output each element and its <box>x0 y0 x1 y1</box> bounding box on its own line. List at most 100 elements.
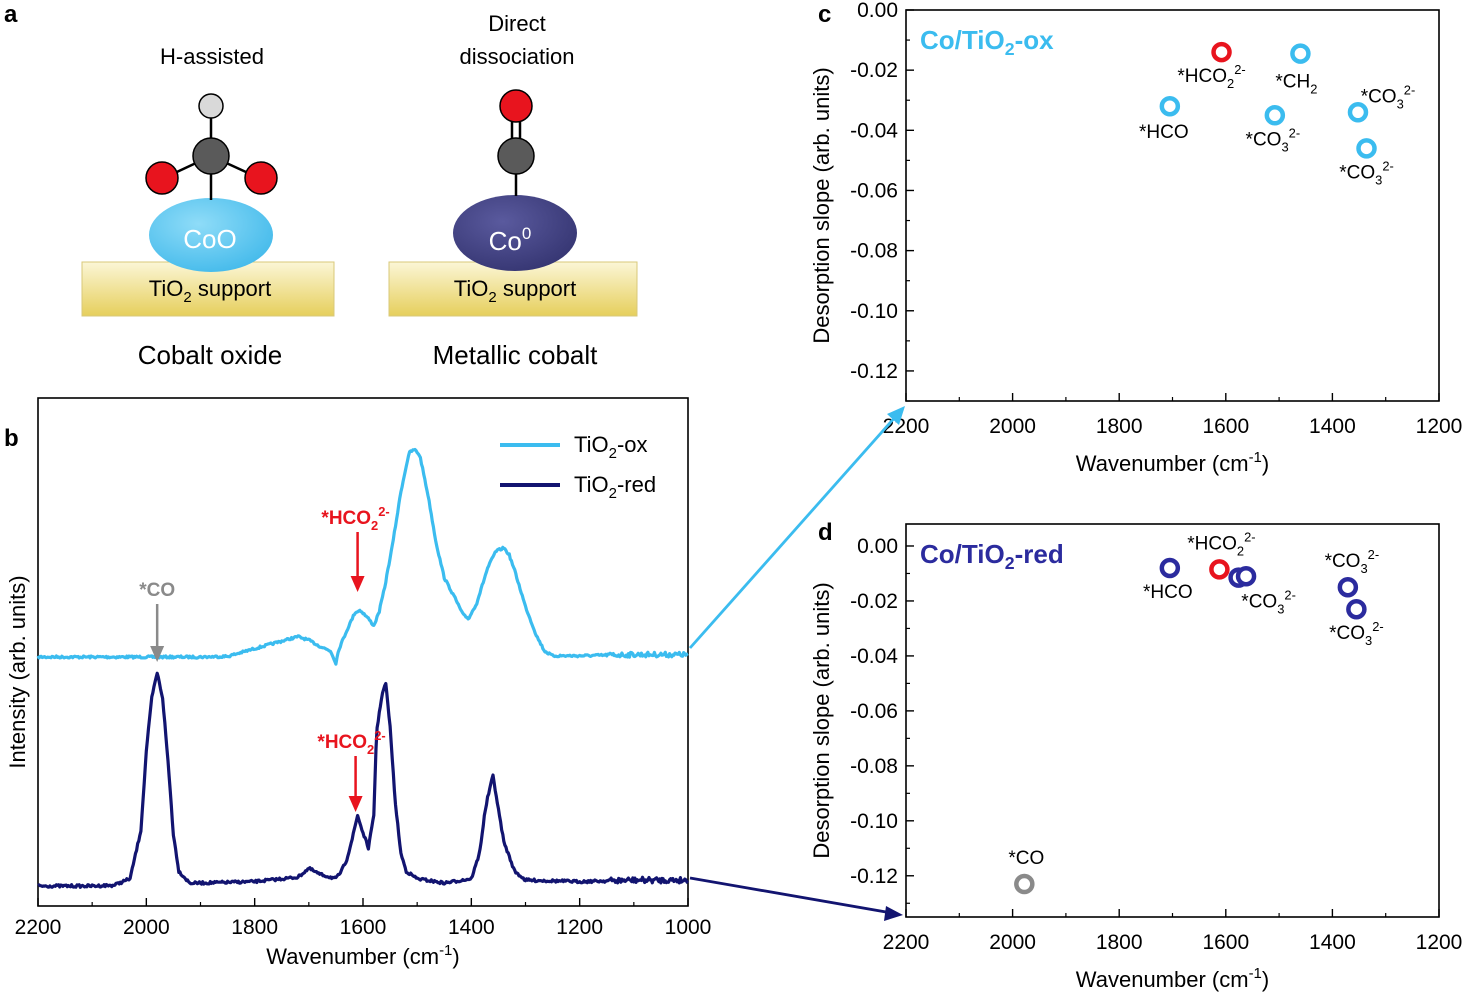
legend-label: TiO2-red <box>574 472 656 502</box>
data-point <box>1356 138 1377 159</box>
arrowhead-icon <box>884 906 903 921</box>
x-tick-label: 1800 <box>1096 415 1143 438</box>
connector-line-ox <box>688 414 899 649</box>
y-axis-label: Desorption slope (arb. units) <box>809 582 834 858</box>
x-tick-label: 1600 <box>1202 931 1249 954</box>
y-tick-label: 0.00 <box>857 535 898 558</box>
oxygen-atom-icon <box>499 89 533 123</box>
series-line-TiO2-ox <box>36 447 689 666</box>
x-tick-label: 1200 <box>1416 931 1463 954</box>
y-tick-label: -0.08 <box>850 755 898 778</box>
data-point <box>1159 557 1181 579</box>
panel-label-a: a <box>4 1 18 28</box>
data-point <box>1014 873 1035 895</box>
oxygen-atom-icon <box>145 161 179 195</box>
schematic-left: H-assisted TiO2 support CoO Cobalt oxide <box>81 44 335 370</box>
carbon-atom-icon <box>192 137 230 175</box>
x-tick-label: 1800 <box>1096 931 1143 954</box>
panel-label-b: b <box>4 425 19 452</box>
y-tick-label: -0.12 <box>850 360 898 383</box>
y-tick-label: 0.00 <box>857 0 898 22</box>
x-axis-label: Wavenumber (cm-1) <box>1076 965 1269 992</box>
coo-particle-label: CoO <box>183 224 236 254</box>
point-label: *HCO22- <box>1187 529 1255 558</box>
data-point <box>1159 95 1181 117</box>
legend-label: TiO2-ox <box>574 432 648 462</box>
x-tick-label: 2000 <box>989 931 1036 954</box>
plot-frame <box>905 9 1440 402</box>
point-label: *HCO <box>1143 582 1193 603</box>
y-tick-label: -0.12 <box>850 865 898 888</box>
x-tick-label: 1600 <box>1202 415 1249 438</box>
x-tick-label: 2000 <box>123 916 170 939</box>
annotation-co: *CO <box>139 580 175 601</box>
mechanism-label-right-line2: dissociation <box>460 44 575 69</box>
arrowhead-icon <box>887 406 905 425</box>
data-point <box>1264 105 1286 126</box>
x-tick-label: 2200 <box>15 916 62 939</box>
connector-line-red <box>689 876 893 915</box>
panel-d-chart: 2200 2000 1800 1600 1400 1200 0.00 -0.02 -0.04 -0… <box>809 523 1463 992</box>
y-tick-label: -0.06 <box>850 179 898 202</box>
x-tick-label: 1000 <box>665 916 712 939</box>
point-label: *CO <box>1008 848 1044 869</box>
y-tick-label: -0.10 <box>850 300 898 323</box>
panel-c-chart: 2200 2000 1800 1600 1400 1200 0.00 -0.02 -0.04 -0… <box>809 0 1462 476</box>
panel-label-d: d <box>818 519 833 546</box>
arrowhead-icon <box>350 576 365 592</box>
x-tick-label: 1200 <box>1416 415 1463 438</box>
chart-title: Co/TiO2-red <box>920 539 1064 573</box>
data-point <box>1337 576 1359 598</box>
schematic-right: Direct dissociation TiO2 support Co0 Met… <box>388 11 638 370</box>
point-label: *HCO <box>1139 122 1189 143</box>
point-label: *CH2 <box>1275 72 1317 97</box>
caption-left: Cobalt oxide <box>138 340 283 370</box>
support-slab-right <box>388 261 638 317</box>
data-point <box>1211 41 1232 63</box>
hydrogen-atom-icon <box>198 93 224 119</box>
x-axis-label: Wavenumber (cm-1) <box>1076 449 1269 476</box>
series-line-TiO2-red <box>37 671 690 889</box>
chart-title: Co/TiO2-ox <box>920 25 1054 59</box>
x-tick-label: 1600 <box>340 916 387 939</box>
mechanism-label-left: H-assisted <box>160 44 264 69</box>
x-tick-label: 2200 <box>883 931 930 954</box>
x-tick-label: 1400 <box>448 916 495 939</box>
point-label: *CO32- <box>1325 547 1380 576</box>
y-axis-label: Intensity (arb. units) <box>5 575 30 768</box>
data-point <box>1235 565 1257 587</box>
carbon-atom-icon <box>497 137 535 175</box>
caption-right: Metallic cobalt <box>433 340 599 370</box>
x-tick-label: 2000 <box>989 415 1036 438</box>
data-point <box>1346 598 1367 620</box>
y-tick-label: -0.04 <box>850 119 898 142</box>
y-tick-label: -0.06 <box>850 700 898 723</box>
point-label: *CO32- <box>1246 125 1301 154</box>
arrowhead-icon <box>150 646 165 662</box>
connector-arrows <box>688 406 905 921</box>
x-tick-label: 1200 <box>556 916 603 939</box>
annotation-hco2-ox: *HCO22- <box>321 504 389 533</box>
x-tick-label: 1400 <box>1309 931 1356 954</box>
annotation-hco2-red: *HCO22- <box>317 728 385 757</box>
point-label: *HCO22- <box>1177 62 1245 91</box>
x-tick-label: 2200 <box>883 415 930 438</box>
y-tick-label: -0.04 <box>850 645 898 668</box>
coo-particle <box>149 198 273 272</box>
panel-b-chart: 2200 2000 1800 1600 1400 1200 1000 Wavenumber (… <box>5 397 712 969</box>
x-tick-label: 1800 <box>231 916 278 939</box>
oxygen-atom-icon <box>244 161 278 195</box>
data-point <box>1209 559 1230 580</box>
co0-particle <box>453 195 577 271</box>
panel-label-c: c <box>818 1 831 28</box>
legend: TiO2-ox TiO2-red <box>500 432 656 502</box>
y-tick-label: -0.02 <box>850 59 898 82</box>
data-point <box>1290 43 1311 64</box>
point-label: *CO32- <box>1241 588 1296 617</box>
point-label: *CO32- <box>1361 82 1416 111</box>
y-tick-label: -0.02 <box>850 590 898 613</box>
data-point <box>1347 102 1369 123</box>
y-tick-label: -0.08 <box>850 240 898 263</box>
point-label: *CO32- <box>1329 619 1384 648</box>
